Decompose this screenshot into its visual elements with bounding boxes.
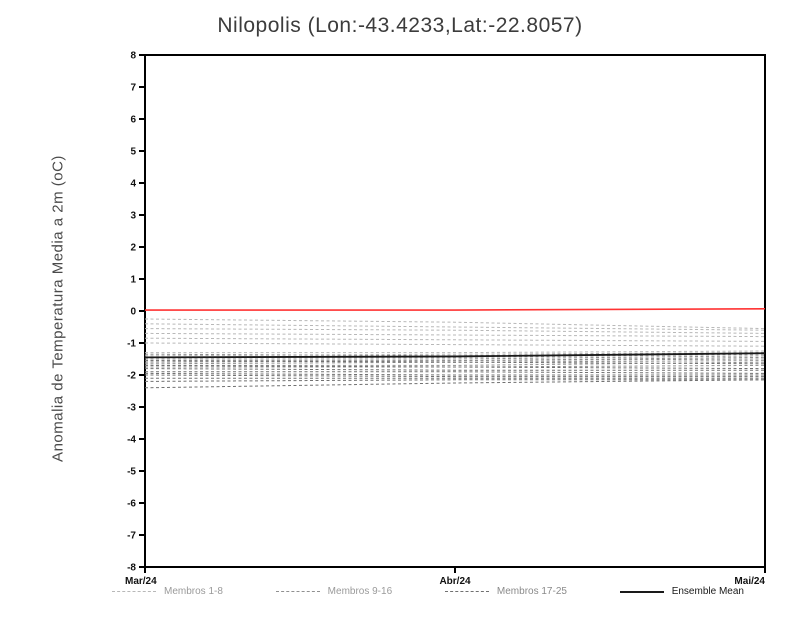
ensemble-member-line [145,350,766,354]
legend-item-membros-17-25: Membros 17-25 [444,586,567,597]
y-tick-label: 7 [130,83,136,94]
ensemble-member-line [144,360,766,365]
ensemble-member-line [144,332,766,338]
dashed-line-sample-icon [112,591,156,592]
y-tick-label: 0 [130,307,136,318]
ensemble-member-line [144,358,766,363]
ensemble-member-line [144,374,765,378]
zero-reference-line [145,307,766,311]
ensemble-member-line [144,352,766,357]
x-tick-label: Mai/24 [734,576,765,587]
ensemble-member-line [144,368,765,371]
ensemble-member-line [144,364,766,370]
y-tick-label: 3 [130,211,136,222]
ensemble-member-line [145,371,766,374]
dashed-line-sample-icon [444,591,489,592]
ensemble-member-line [144,379,765,382]
y-tick-label: 1 [130,275,136,286]
x-tick-label: Mar/24 [125,576,157,587]
y-tick-label: -5 [127,467,136,478]
ensemble-member-line [144,342,766,347]
ensemble-member-line [144,379,766,389]
ensemble-mean-line [144,352,766,359]
y-tick-label: -8 [127,563,136,574]
chart-title: Nilopolis (Lon:-43.4233,Lat:-22.8057) [217,14,583,37]
y-tick-label: -3 [127,403,136,414]
legend-label: Membros 1-8 [164,586,223,597]
y-tick-label: -7 [127,531,136,542]
y-tick-label: -2 [127,371,136,382]
y-tick-label: 6 [130,115,136,126]
y-tick-label: -4 [127,435,136,446]
y-tick-label: -6 [127,499,136,510]
legend-label: Ensemble Mean [671,586,744,597]
ensemble-member-line [144,372,765,376]
y-tick-label: 2 [130,243,136,254]
solid-line-sample-icon [619,590,664,593]
x-tick-label: Abr/24 [439,576,471,587]
ensemble-member-line [145,353,766,358]
dashed-line-sample-icon [275,591,320,592]
ensemble-member-line [145,355,766,360]
ensemble-member-line [144,328,766,334]
ensemble-member-line [144,323,766,331]
ensemble-member-line [145,361,766,366]
legend-item-membros-9-16: Membros 9-16 [275,586,393,597]
legend-item-membros-1-8: Membros 1-8 [112,586,223,597]
y-tick-label: 5 [130,147,136,158]
legend-item-ensemble-mean: Ensemble Mean [619,586,744,597]
ensemble-member-line [144,318,766,330]
chart-legend: Membros 1-8 Membros 9-16 Membros 17-25 E… [112,586,744,597]
plot-frame [144,54,766,568]
y-tick-label: 4 [130,179,136,190]
y-tick-label: 8 [130,51,136,62]
y-tick-label: -1 [127,339,136,350]
legend-label: Membros 17-25 [496,586,567,597]
legend-label: Membros 9-16 [327,586,393,597]
ensemble-member-line [144,337,766,342]
